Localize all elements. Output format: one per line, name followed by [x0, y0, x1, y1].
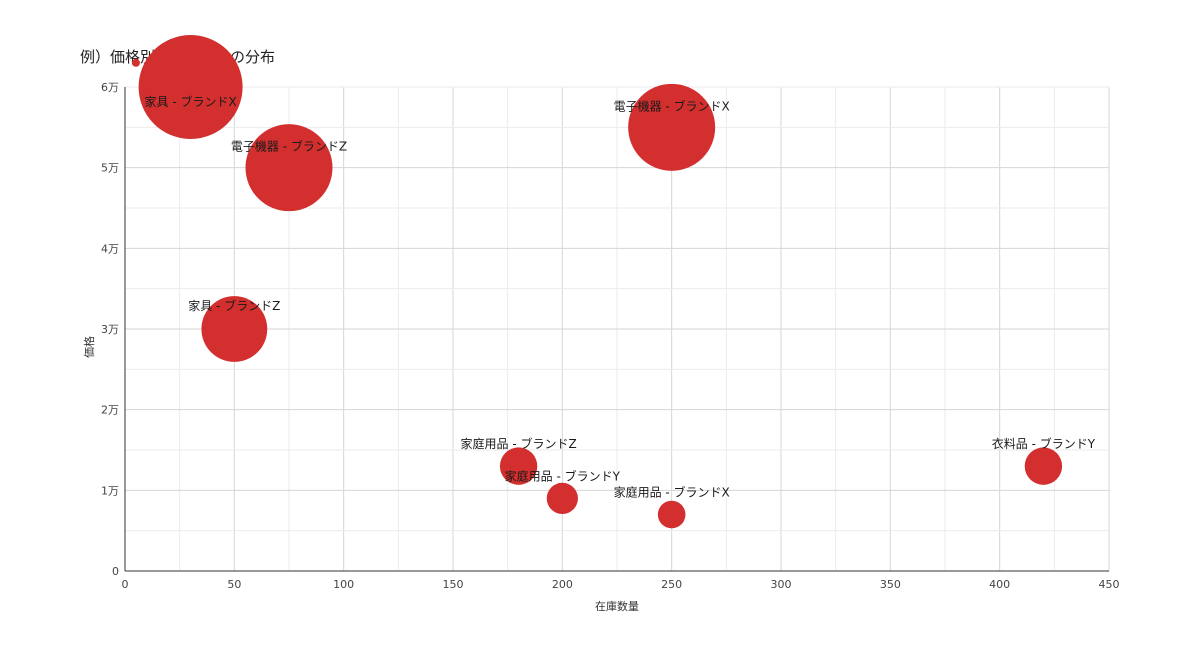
x-tick-label: 450: [1099, 578, 1120, 591]
bubble-label: 衣料品 - ブランドY: [992, 436, 1096, 451]
axes: 0 50 100 150 200 250 300 350 400 450 0 1万 2万 3万 4万 5万 6万: [101, 81, 1120, 591]
x-tick-label: 400: [989, 578, 1010, 591]
bubble[interactable]: [1024, 447, 1063, 485]
bubble[interactable]: [245, 124, 333, 212]
x-tick-label: 0: [122, 578, 129, 591]
y-tick-label: 1万: [101, 484, 119, 497]
bubble[interactable]: [201, 296, 268, 362]
legend-marker: [131, 58, 140, 67]
bubble-label: 家庭用品 - ブランドY: [505, 468, 621, 483]
bubble[interactable]: [628, 83, 716, 171]
x-tick-label: 250: [661, 578, 682, 591]
x-tick-label: 300: [771, 578, 792, 591]
x-tick-label: 50: [227, 578, 241, 591]
x-axis-title: 在庫数量: [595, 599, 639, 613]
y-tick-label: 3万: [101, 323, 119, 336]
bubble-label: 電子機器 - ブランドZ: [231, 139, 347, 154]
bubble[interactable]: [138, 35, 243, 139]
bubble[interactable]: [499, 447, 538, 485]
bubble-label: 家庭用品 - ブランドX: [614, 485, 730, 500]
x-tick-label: 100: [333, 578, 354, 591]
x-tick-label: 200: [552, 578, 573, 591]
y-tick-label: 4万: [101, 242, 119, 255]
y-tick-label: 5万: [101, 162, 119, 175]
y-tick-label: 6万: [101, 81, 119, 94]
y-tick-label: 2万: [101, 404, 119, 417]
bubble-labels: 家具 - ブランドX 電子機器 - ブランドZ 電子機器 - ブランドX 家具 - ブ…: [145, 94, 1096, 500]
bubble-label: 家庭用品 - ブランドZ: [461, 436, 577, 451]
bubble-label: 電子機器 - ブランドX: [614, 98, 730, 113]
y-tick-label: 0: [112, 565, 119, 578]
bubble[interactable]: [546, 482, 578, 514]
x-tick-label: 150: [443, 578, 464, 591]
bubble[interactable]: [657, 500, 686, 529]
bubble-label: 家具 - ブランドZ: [188, 298, 280, 313]
bubbles: [131, 35, 1063, 529]
y-axis-title: 価格: [82, 336, 96, 358]
x-tick-label: 350: [880, 578, 901, 591]
bubble-label: 家具 - ブランドX: [145, 94, 237, 109]
